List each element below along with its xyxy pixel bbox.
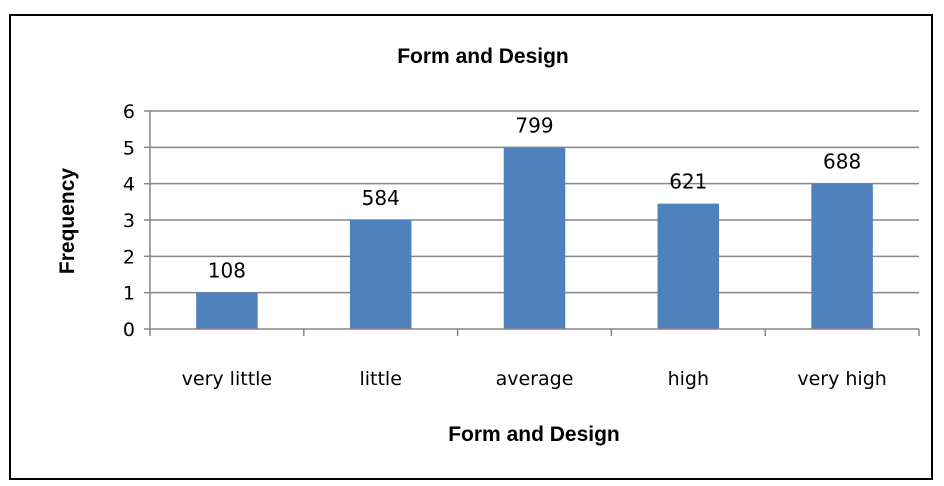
- y-tick-label: 4: [123, 174, 135, 196]
- y-axis-title: Frequency: [56, 168, 79, 275]
- bar: [811, 183, 873, 329]
- data-label: 621: [669, 170, 707, 194]
- labels: 0 1 2 3 4 5 6 108 very little 584 little 799 average…: [123, 101, 887, 390]
- x-tick-label: high: [668, 368, 709, 390]
- x-tick-label: little: [359, 368, 401, 390]
- y-tick-label: 6: [123, 101, 135, 123]
- y-tick-label: 5: [123, 137, 135, 159]
- bar: [657, 203, 720, 329]
- data-label: 584: [362, 186, 400, 210]
- chart-frame: [9, 14, 933, 480]
- bar: [503, 147, 566, 329]
- y-tick-label: 1: [123, 283, 135, 305]
- axes: [144, 110, 920, 336]
- y-tick-label: 2: [123, 246, 135, 268]
- data-label: 799: [515, 113, 553, 137]
- data-label: 688: [823, 150, 861, 174]
- x-tick-label: average: [496, 368, 574, 390]
- bar: [196, 292, 258, 329]
- bar: [349, 220, 412, 329]
- bars: [196, 147, 873, 329]
- x-axis-title: Form and Design: [448, 423, 620, 446]
- x-tick-label: very high: [797, 368, 886, 390]
- y-tick-label: 3: [123, 210, 135, 232]
- x-tick-label: very little: [182, 368, 272, 390]
- y-tick-label: 0: [123, 319, 135, 341]
- chart-title: Form and Design: [397, 45, 569, 68]
- data-label: 108: [208, 259, 246, 283]
